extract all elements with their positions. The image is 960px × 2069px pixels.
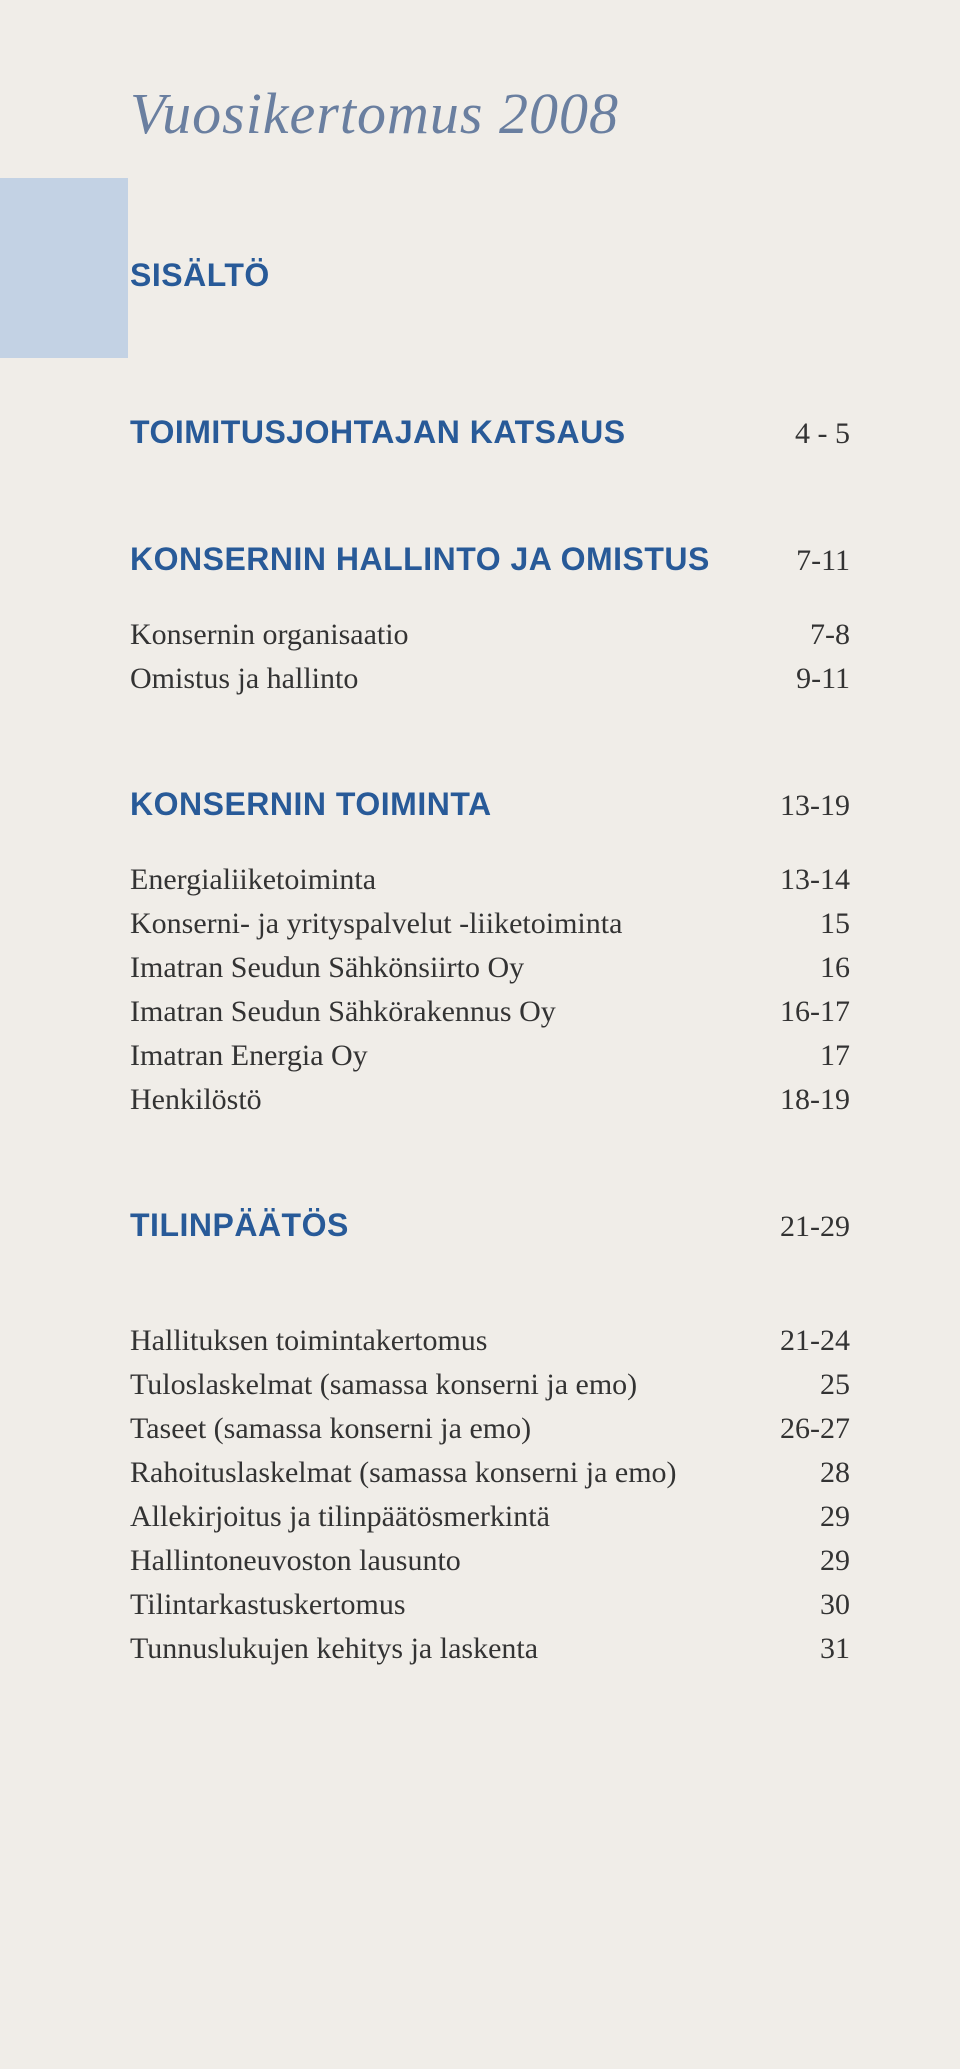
toc-item-label: Rahoituslaskelmat (samassa konserni ja e… [130,1456,820,1490]
toc-item-label: Imatran Seudun Sähkörakennus Oy [130,995,780,1029]
document-title: Vuosikertomus 2008 [130,80,850,147]
toc-item-label: Imatran Seudun Sähkönsiirto Oy [130,951,820,985]
page-container: Vuosikertomus 2008 SISÄLTÖ TOIMITUSJOHTA… [0,0,960,2069]
toc-item-row: Tilintarkastuskertomus 30 [130,1588,850,1622]
section-page-range: 21-29 [780,1210,850,1244]
toc-item-page: 26-27 [780,1412,850,1446]
section-heading: SISÄLTÖ [130,257,850,294]
toc-item-page: 9-11 [796,662,850,696]
toc-item-label: Hallituksen toimintakertomus [130,1324,780,1358]
section-row: KONSERNIN HALLINTO JA OMISTUS 7-11 [130,541,850,578]
toc-item-row: Imatran Seudun Sähkörakennus Oy 16-17 [130,995,850,1029]
toc-item-page: 30 [820,1588,850,1622]
section-heading: KONSERNIN HALLINTO JA OMISTUS [130,541,796,578]
toc-item-row: Tunnuslukujen kehitys ja laskenta 31 [130,1632,850,1666]
toc-item-label: Konsernin organisaatio [130,618,810,652]
toc-item-page: 15 [820,907,850,941]
toc-item-page: 28 [820,1456,850,1490]
toc-item-page: 29 [820,1544,850,1578]
toc-item-row: Omistus ja hallinto 9-11 [130,662,850,696]
toc-item-label: Tilintarkastuskertomus [130,1588,820,1622]
toc-item-row: Hallituksen toimintakertomus 21-24 [130,1324,850,1358]
section-items: Energialiiketoiminta 13-14 Konserni- ja … [130,863,850,1117]
section-page-range: 4 - 5 [795,417,850,451]
toc-item-row: Henkilöstö 18-19 [130,1083,850,1117]
toc-item-row: Energialiiketoiminta 13-14 [130,863,850,897]
section-items: Konsernin organisaatio 7-8 Omistus ja ha… [130,618,850,696]
toc-item-label: Energialiiketoiminta [130,863,780,897]
section-heading: TILINPÄÄTÖS [130,1207,780,1244]
toc-item-label: Henkilöstö [130,1083,780,1117]
toc-item-row: Hallintoneuvoston lausunto 29 [130,1544,850,1578]
toc-item-page: 18-19 [780,1083,850,1117]
section-row: SISÄLTÖ [130,257,850,294]
toc-item-label: Tunnuslukujen kehitys ja laskenta [130,1632,820,1666]
toc-item-row: Allekirjoitus ja tilinpäätösmerkintä 29 [130,1500,850,1534]
section-heading: TOIMITUSJOHTAJAN KATSAUS [130,414,795,451]
section-row: TILINPÄÄTÖS 21-29 [130,1207,850,1244]
section-page-range: 7-11 [796,544,850,578]
toc-item-label: Allekirjoitus ja tilinpäätösmerkintä [130,1500,820,1534]
toc-item-row: Taseet (samassa konserni ja emo) 26-27 [130,1412,850,1446]
section-row: KONSERNIN TOIMINTA 13-19 [130,786,850,823]
toc-item-page: 16 [820,951,850,985]
toc-item-page: 21-24 [780,1324,850,1358]
section-heading: KONSERNIN TOIMINTA [130,786,780,823]
toc-item-row: Imatran Seudun Sähkönsiirto Oy 16 [130,951,850,985]
decorative-corner-block [0,178,128,358]
toc-item-page: 17 [820,1039,850,1073]
section-page-range: 13-19 [780,789,850,823]
toc-item-label: Taseet (samassa konserni ja emo) [130,1412,780,1446]
toc-item-page: 31 [820,1632,850,1666]
toc-item-page: 16-17 [780,995,850,1029]
toc-item-row: Imatran Energia Oy 17 [130,1039,850,1073]
toc-item-row: Tuloslaskelmat (samassa konserni ja emo)… [130,1368,850,1402]
toc-item-label: Omistus ja hallinto [130,662,796,696]
toc-item-label: Imatran Energia Oy [130,1039,820,1073]
section-items: Hallituksen toimintakertomus 21-24 Tulos… [130,1324,850,1666]
toc-item-page: 7-8 [810,618,850,652]
toc-item-page: 13-14 [780,863,850,897]
toc-item-label: Tuloslaskelmat (samassa konserni ja emo) [130,1368,820,1402]
toc-item-page: 25 [820,1368,850,1402]
toc-item-row: Konsernin organisaatio 7-8 [130,618,850,652]
toc-item-row: Rahoituslaskelmat (samassa konserni ja e… [130,1456,850,1490]
toc-item-page: 29 [820,1500,850,1534]
toc-item-label: Hallintoneuvoston lausunto [130,1544,820,1578]
toc-item-row: Konserni- ja yrityspalvelut -liiketoimin… [130,907,850,941]
section-row: TOIMITUSJOHTAJAN KATSAUS 4 - 5 [130,414,850,451]
toc-item-label: Konserni- ja yrityspalvelut -liiketoimin… [130,907,820,941]
